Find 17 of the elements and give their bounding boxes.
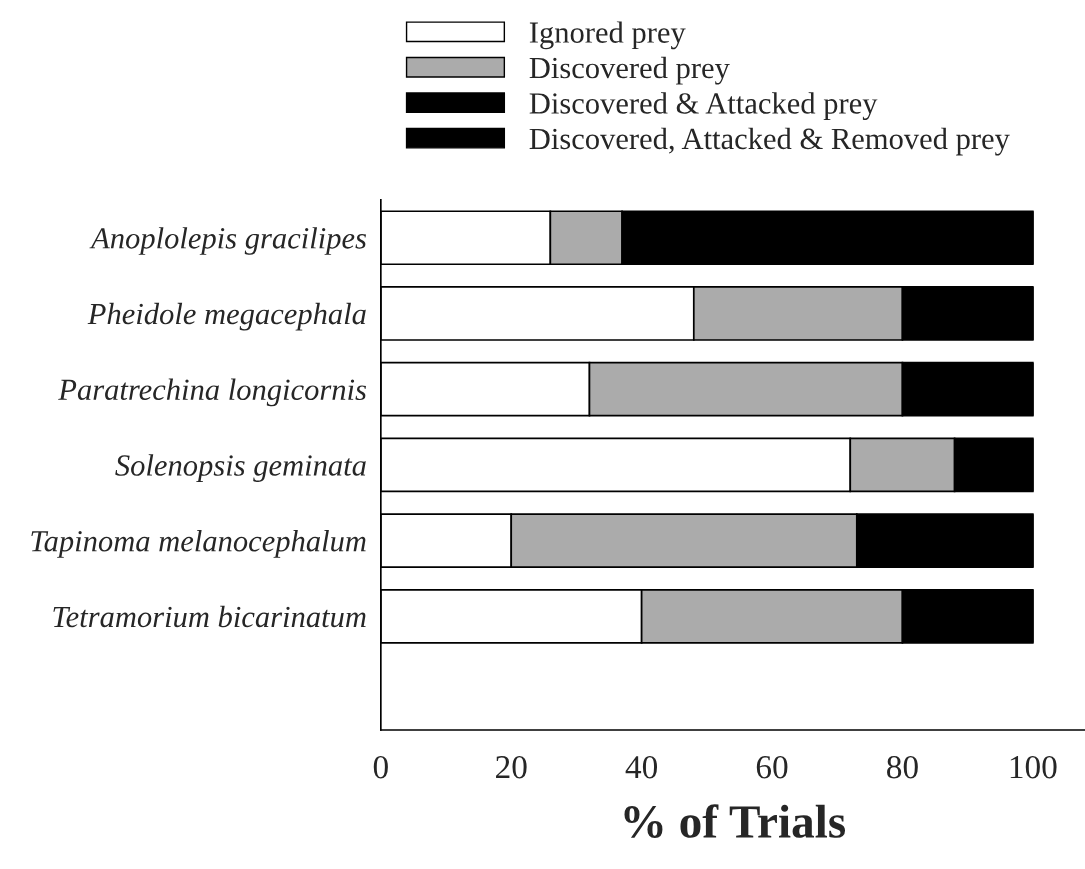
legend-label: Discovered prey — [529, 56, 730, 85]
y-tick-label: Tapinoma melanocephalum — [31, 530, 366, 558]
y-tick-label: Tetramorium bicarinatum — [53, 605, 366, 628]
x-tick-label: 80 — [887, 755, 918, 779]
legend-label: Discovered & Attacked prey — [529, 92, 878, 121]
x-axis-title: % of Trials — [624, 804, 846, 839]
x-tick-label: 100 — [1010, 755, 1057, 779]
x-tick-label: 60 — [756, 755, 788, 779]
x-tick-label: 0 — [373, 755, 388, 779]
y-tick-label: Anoplolepis gracilipes — [89, 227, 367, 255]
x-tick-label: 20 — [496, 755, 527, 779]
legend-label: Discovered, Attacked & Removed prey — [529, 127, 1010, 156]
legend-label: Ignored prey — [529, 21, 686, 50]
x-tick-label: 40 — [625, 755, 658, 779]
y-tick-label: Paratrechina longicornis — [58, 378, 367, 407]
y-tick-label: Pheidole megacephala — [87, 302, 366, 331]
y-tick-label: Solenopsis geminata — [115, 454, 366, 483]
